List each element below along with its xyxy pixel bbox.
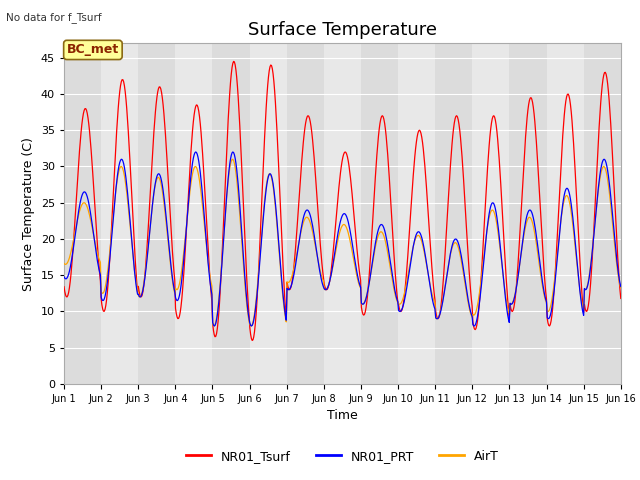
Text: BC_met: BC_met [67, 43, 119, 57]
Bar [287, 43, 324, 384]
Y-axis label: Surface Temperature (C): Surface Temperature (C) [22, 137, 35, 290]
Bar [250, 43, 287, 384]
Bar [584, 43, 621, 384]
Bar [361, 43, 398, 384]
Bar [547, 43, 584, 384]
Bar [435, 43, 472, 384]
Bar [138, 43, 175, 384]
Bar [175, 43, 212, 384]
Legend: NR01_Tsurf, NR01_PRT, AirT: NR01_Tsurf, NR01_PRT, AirT [181, 445, 504, 468]
Title: Surface Temperature: Surface Temperature [248, 21, 437, 39]
Bar [64, 43, 101, 384]
Bar [212, 43, 250, 384]
Bar [398, 43, 435, 384]
Bar [472, 43, 509, 384]
Bar [509, 43, 547, 384]
Bar [101, 43, 138, 384]
X-axis label: Time: Time [327, 409, 358, 422]
Text: No data for f_Tsurf: No data for f_Tsurf [6, 12, 102, 23]
Bar [324, 43, 361, 384]
